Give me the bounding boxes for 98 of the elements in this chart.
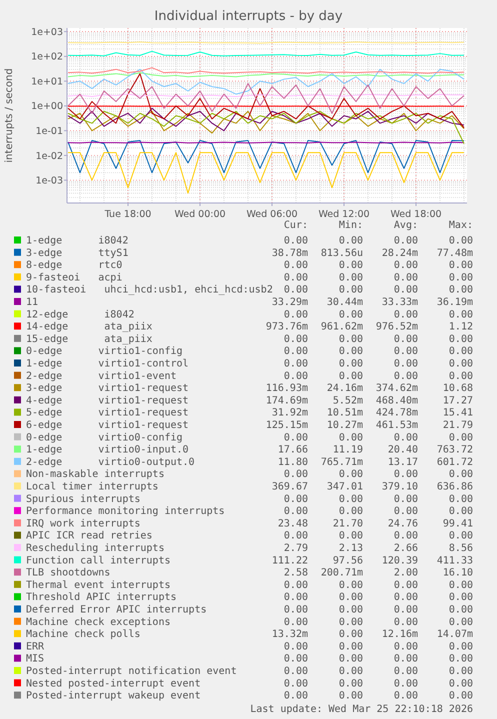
y-tick-label: 1e+02 — [31, 52, 63, 63]
legend-label: 0-edge virtio0-config — [26, 432, 183, 444]
line-series — [68, 68, 464, 95]
text: 116.93m 24.16m 374.62m 10.68 — [266, 383, 473, 394]
text: 0.00 0.00 0.00 0.00 — [284, 284, 473, 296]
text: 0.00 0.00 0.00 0.00 — [284, 370, 473, 382]
text: 973.76m 961.62m 976.52m 1.12 — [266, 322, 473, 333]
legend-label: 2-edge virtio1-event — [26, 370, 177, 382]
legend-label: 4-edge virtio1-request — [26, 395, 189, 406]
y-tick-label: 1e+00 — [31, 101, 63, 112]
text: 0.00 0.00 0.00 0.00 — [284, 346, 473, 358]
text: 111.22 97.56 120.39 411.33 — [272, 555, 473, 566]
text: 0.00 0.00 0.00 0.00 — [284, 690, 473, 702]
text: 2.58 200.71m 2.00 16.10 — [284, 568, 473, 579]
text: Cur: Min: Avg: Max: — [284, 220, 473, 231]
text: 31.92m 10.51m 424.78m 15.41 — [272, 408, 473, 419]
x-tick-label: Wed 18:00 — [390, 209, 442, 220]
legend-label: Local timer interrupts — [26, 482, 158, 492]
legend-label: TLB shootdowns — [26, 568, 110, 579]
legend-label: 5-edge virtio1-request — [26, 408, 189, 419]
line-series — [68, 83, 464, 114]
text: 33.29m 30.44m 33.33m 36.19m — [272, 297, 473, 308]
legend-label: Performance monitoring interrupts — [26, 506, 225, 518]
text: 38.78m 813.56u 28.24m 77.48m — [272, 248, 473, 259]
text: 0.00 0.00 0.00 0.00 — [284, 334, 473, 345]
text: 0.00 0.00 0.00 0.00 — [284, 494, 473, 505]
chart-title: Individual interrupts - by day — [154, 9, 343, 24]
text: 11.80 765.71m 13.17 601.72 — [278, 456, 473, 468]
legend-label: Machine check exceptions — [26, 616, 170, 628]
y-axis-title: interrupts / second — [4, 68, 15, 163]
legend-label: 12-edge i8042 — [26, 309, 134, 320]
text: 0.00 0.00 0.00 0.00 — [284, 641, 473, 652]
text: 0.00 0.00 0.00 0.00 — [284, 236, 473, 246]
legend-label: 0-edge virtio1-config — [26, 346, 183, 358]
legend-label: Thermal event interrupts — [26, 580, 170, 591]
legend-label: 3-edge virtio1-request — [26, 383, 189, 394]
y-tick-label: 1e+03 — [31, 26, 63, 38]
y-tick-label: 1e-02 — [36, 150, 63, 162]
legend-label: 6-edge virtio1-request — [26, 420, 189, 431]
text: 0.00 0.00 0.00 0.00 — [284, 506, 473, 518]
legend-label: 3-edge ttyS1 — [26, 248, 128, 259]
legend-label: ERR — [26, 641, 46, 652]
legend-label: Threshold APIC interrupts — [26, 592, 177, 604]
legend-label: MIS — [26, 654, 44, 665]
legend-label: 11 — [26, 297, 38, 308]
text: 17.66 11.19 20.40 763.72 — [278, 444, 473, 456]
legend-label: 1-edge virtio0-input.0 — [26, 444, 189, 456]
legend-label: Posted-interrupt notification event — [26, 666, 237, 677]
line-series — [68, 110, 464, 144]
text: 0.00 0.00 0.00 0.00 — [284, 530, 473, 542]
text: 0.00 0.00 0.00 0.00 — [284, 309, 473, 320]
legend-label: 14-edge ata_piix — [26, 322, 152, 333]
legend-label: Non-maskable interrupts — [26, 469, 164, 480]
text: 174.69m 5.52m 468.40m 17.27 — [266, 395, 473, 406]
x-tick-label: Tue 18:00 — [104, 209, 152, 220]
line-series — [68, 152, 464, 194]
legend-label: Nested posted-interrupt event — [26, 678, 201, 690]
legend-label: 1-edge i8042 — [26, 236, 128, 246]
legend-label: 8-edge rtc0 — [26, 260, 122, 272]
legend-label: 15-edge ata_piix — [26, 334, 152, 345]
text: 125.15m 10.27m 461.53m 21.79 — [266, 420, 473, 431]
text: 0.00 0.00 0.00 0.00 — [284, 580, 473, 591]
text: 0.00 0.00 0.00 0.00 — [284, 604, 473, 616]
y-tick-label: 1e+01 — [31, 76, 63, 88]
y-tick-label: 1e-03 — [36, 176, 63, 187]
legend-label: Spurious interrupts — [26, 494, 140, 505]
legend-label: Posted-interrupt wakeup event — [26, 690, 201, 702]
legend-label: 1-edge virtio1-control — [26, 358, 189, 370]
text: 369.67 347.01 379.10 636.86 — [272, 482, 473, 492]
text: 0.00 0.00 0.00 0.00 — [284, 654, 473, 665]
text: 23.48 21.70 24.76 99.41 — [278, 518, 473, 530]
legend-label: Rescheduling interrupts — [26, 543, 164, 554]
text: Last update: Wed Mar 25 22:10:18 2026 — [250, 704, 473, 715]
x-tick-label: Wed 12:00 — [318, 209, 370, 220]
text: 0.00 0.00 0.00 0.00 — [284, 432, 473, 444]
legend-label: 2-edge virtio0-output.0 — [26, 456, 195, 468]
text: 0.00 0.00 0.00 0.00 — [284, 358, 473, 370]
y-tick-label: 1e-01 — [36, 126, 63, 137]
x-tick-label: Wed 00:00 — [174, 209, 226, 220]
legend-label: 10-fasteoi uhci_hcd:usb1, ehci_hcd:usb2 — [26, 284, 273, 296]
legend-label: Function call interrupts — [26, 555, 170, 566]
legend-label: 9-fasteoi acpi — [26, 272, 122, 284]
line-series — [68, 73, 464, 128]
text: 0.00 0.00 0.00 0.00 — [284, 592, 473, 604]
legend-label: Machine check polls — [26, 629, 140, 640]
legend-label: Deferred Error APIC interrupts — [26, 604, 207, 616]
text: 2.79 2.13 2.66 8.56 — [284, 543, 473, 554]
text: 0.00 0.00 0.00 0.00 — [284, 616, 473, 628]
legend-label: APIC ICR read retries — [26, 530, 152, 542]
text: 0.00 0.00 0.00 0.00 — [284, 678, 473, 690]
text: 0.00 0.00 0.00 0.00 — [284, 469, 473, 480]
x-tick-label: Wed 06:00 — [246, 209, 298, 220]
text: 0.00 0.00 0.00 0.00 — [284, 666, 473, 677]
line-series — [68, 140, 464, 174]
text: 0.00 0.00 0.00 0.00 — [284, 272, 473, 284]
text: 13.32m 0.00 12.16m 14.07m — [272, 629, 473, 640]
text: 0.00 0.00 0.00 0.00 — [284, 260, 473, 272]
legend-label: IRQ work interrupts — [26, 518, 140, 530]
